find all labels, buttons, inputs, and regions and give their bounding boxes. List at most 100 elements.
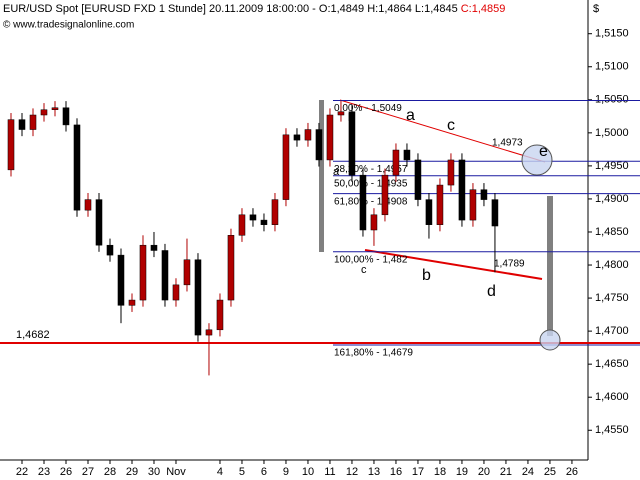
candle-body [238,214,246,236]
candle-body [95,199,103,246]
y-tick-label: 1,5000 [595,127,629,139]
candle-body [7,119,15,171]
x-tick-label: 5 [239,466,245,478]
wave-label: c [361,264,367,276]
fib-label: 161,80% - 1,4679 [334,348,413,359]
x-tick-label: 24 [522,466,534,478]
wave-label: c [447,117,455,134]
marker-bar [547,196,553,336]
x-tick-label: 22 [16,466,28,478]
x-tick-label: 19 [456,466,468,478]
candle-body [293,134,301,141]
y-tick-label: 1,4600 [595,391,629,403]
candle-body [458,159,466,221]
fib-label: 0,00% - 1,5049 [334,103,402,114]
candle-body [40,109,48,116]
trend-line [364,249,543,280]
support-label: 1,4682 [16,329,50,341]
x-tick-label: 10 [302,466,314,478]
candle-body [117,254,125,306]
x-tick-label: 30 [148,466,160,478]
candle-body [29,114,37,130]
y-tick-label: 1,4550 [595,424,629,436]
candle-body [447,159,455,186]
trend-label: 1,4789 [494,259,525,270]
y-axis-label: $ [593,3,599,15]
trend-label: 1,4973 [492,138,523,149]
x-tick-label: 26 [566,466,578,478]
title-main: EUR/USD Spot [EURUSD FXD 1 Stunde] 20.11… [3,3,458,15]
candle-body [150,244,158,251]
trend-line [339,99,546,163]
candle-body [139,244,147,301]
x-tick-label: 20 [478,466,490,478]
x-tick-label: 9 [283,466,289,478]
x-tick-label: 28 [104,466,116,478]
x-tick-label: 27 [82,466,94,478]
candle-body [260,219,268,225]
candle-body [249,214,257,221]
candle-body [282,134,290,200]
candle-body [480,189,488,200]
candle-body [62,107,70,126]
y-tick-label: 1,4750 [595,292,629,304]
title-close: C:1,4859 [461,3,506,15]
candle-body [51,107,59,110]
wave-label: b [422,267,431,284]
candle-body [128,299,136,306]
candle-body [84,199,92,211]
candle-body [370,214,378,231]
x-tick-label: 23 [38,466,50,478]
candle-body [381,174,389,216]
candle-body [403,149,411,161]
candle-body [227,235,235,301]
fib-label: 61,80% - 1,4908 [334,196,408,207]
x-tick-label: 29 [126,466,138,478]
wave-label: a [406,107,415,124]
x-tick-label: 6 [261,466,267,478]
y-tick-label: 1,4850 [595,226,629,238]
x-tick-label: 17 [412,466,424,478]
y-tick-label: 1,4950 [595,160,629,172]
x-tick-label: 21 [500,466,512,478]
highlight-circle [521,144,553,176]
candle-body [73,124,81,211]
y-tick-label: 1,4650 [595,358,629,370]
candle-body [216,299,224,331]
x-tick-label: 26 [60,466,72,478]
fib-label: 100,00% - 1,482 [334,254,408,265]
candle-body [304,129,312,141]
fib-label: 50,00% - 1,4935 [334,178,408,189]
x-tick-label: 18 [434,466,446,478]
x-tick-label: 16 [390,466,402,478]
candle-body [491,199,499,227]
x-tick-label: 4 [217,466,223,478]
candle-body [106,244,114,256]
y-tick-label: 1,4700 [595,325,629,337]
y-tick-label: 1,5100 [595,61,629,73]
subtitle: © www.tradesignalonline.com [3,20,134,31]
candle-body [161,250,169,301]
marker-bar [319,100,324,252]
wave-label: d [487,283,496,300]
candle-body [18,119,26,130]
candle-body [326,114,334,161]
candle-body [315,129,323,161]
wave-label: a [333,166,340,178]
candle-body [348,111,356,176]
x-tick-label: Nov [166,466,186,478]
chart-title: EUR/USD Spot [EURUSD FXD 1 Stunde] 20.11… [3,3,505,15]
candle-body [436,184,444,225]
x-tick-label: 11 [324,466,335,478]
wave-label: b [348,112,354,124]
candle-body [271,199,279,225]
y-tick-label: 1,4800 [595,259,629,271]
y-tick-label: 1,5150 [595,28,629,40]
x-tick-label: 12 [346,466,358,478]
candle-body [392,149,400,176]
candle-body [414,159,422,200]
candle-body [194,259,202,336]
candle-body [359,174,367,231]
y-tick-label: 1,5050 [595,94,629,106]
